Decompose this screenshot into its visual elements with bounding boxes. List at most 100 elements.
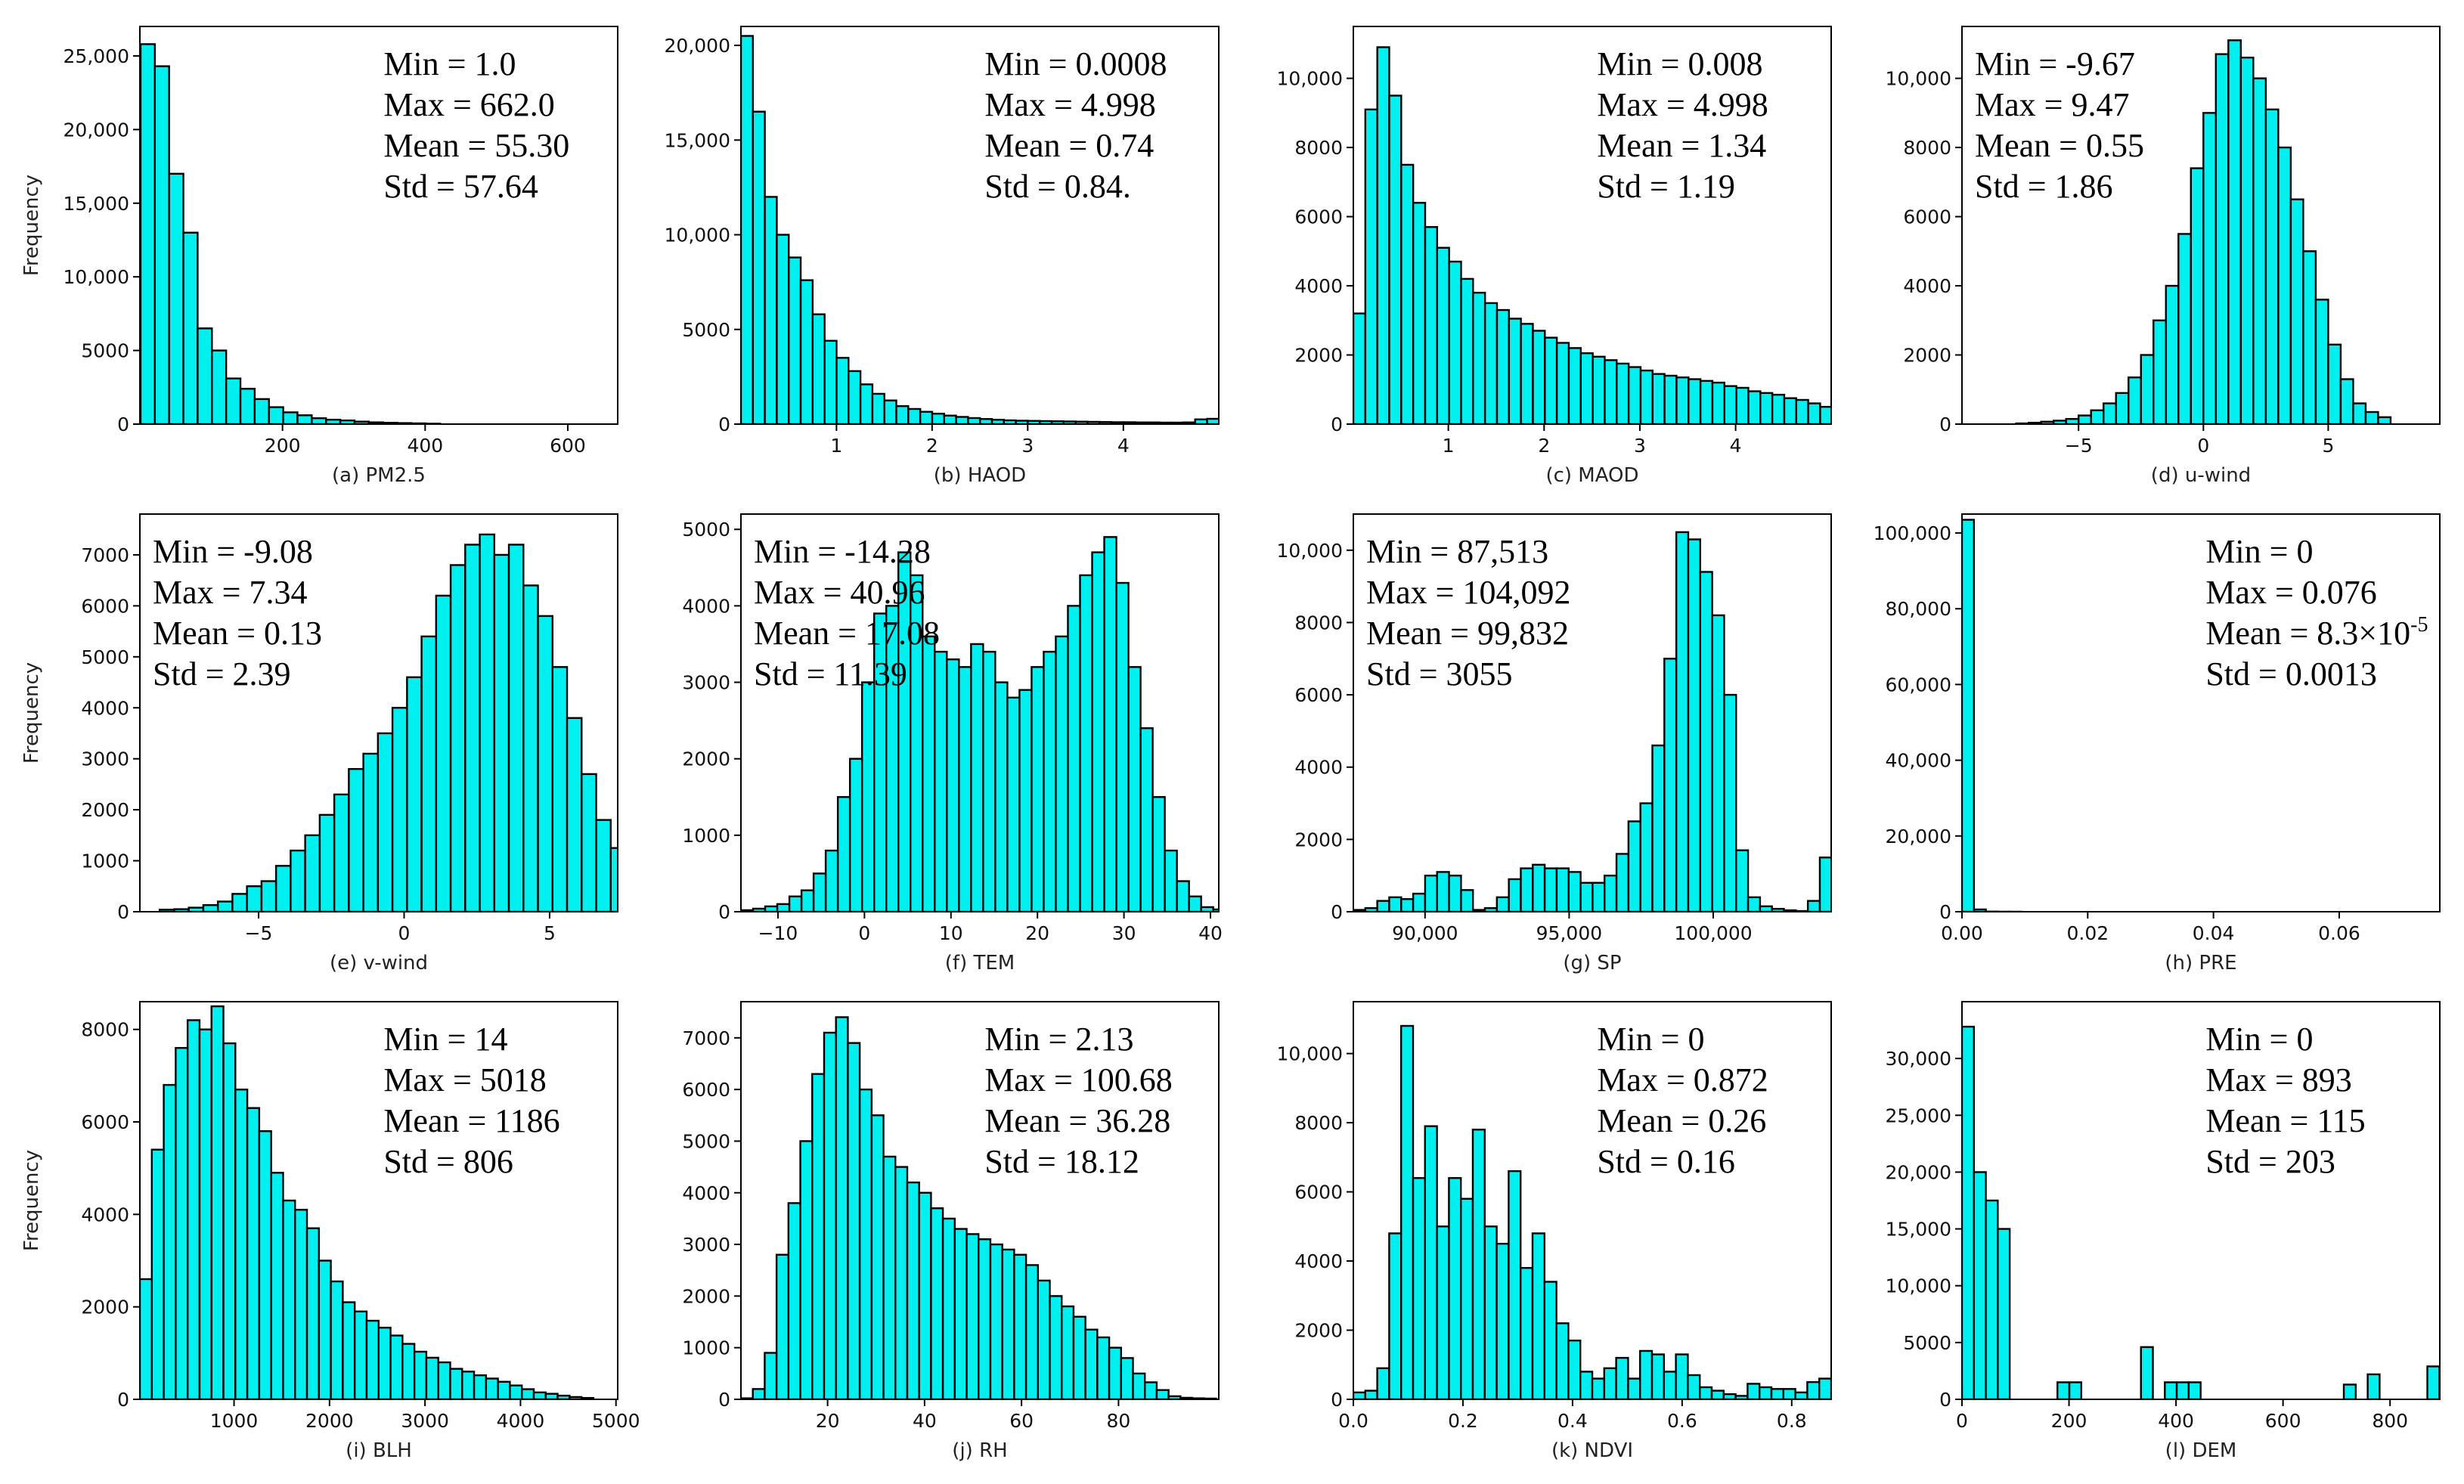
- y-tick-label: 1000: [682, 825, 730, 847]
- histogram-bar: [907, 407, 922, 424]
- stat-line: Mean = 55.30: [383, 127, 569, 164]
- stat-line: Std = 0.0013: [2205, 655, 2377, 692]
- x-tick-label: 800: [2372, 1410, 2408, 1432]
- histogram-bar: [859, 383, 874, 424]
- histogram-bar: [871, 392, 885, 424]
- histogram-bar: [186, 1019, 201, 1399]
- histogram-bar: [885, 605, 900, 912]
- histogram-bar: [2314, 299, 2329, 424]
- y-tick-label: 1000: [81, 850, 129, 872]
- histogram-bar: [401, 1343, 416, 1399]
- histogram-bar: [391, 707, 408, 912]
- stat-line: Max = 4.998: [1597, 86, 1768, 123]
- histogram-bar: [464, 544, 481, 912]
- bars-rh: [741, 1016, 1217, 1399]
- histogram-bar: [1103, 536, 1117, 912]
- histogram-bar: [836, 796, 851, 912]
- x-tick-label: 2000: [305, 1410, 354, 1432]
- histogram-bar: [1364, 1390, 1378, 1399]
- histogram-bar: [919, 411, 934, 424]
- y-axis-label: Frequency: [20, 662, 43, 764]
- histogram-bar: [811, 313, 826, 424]
- x-tick-label: 5000: [592, 1410, 640, 1432]
- chart-haod: 1 2 3 4 0 5000 10,000 15,000 20,000 (b) HAOD Min =…: [665, 26, 1220, 487]
- y-tick-label: 10,000: [1886, 68, 1951, 90]
- histogram-bar: [1151, 796, 1166, 912]
- x-tick-label: 200: [265, 435, 301, 457]
- stat-line: Mean = 17.08: [754, 615, 940, 652]
- histogram-bar: [1663, 374, 1678, 424]
- x-tick-label: 400: [2158, 1410, 2194, 1432]
- histogram-bar: [1759, 905, 1773, 912]
- histogram-bar: [1794, 1391, 1808, 1399]
- stat-line: Max = 0.872: [1597, 1061, 1768, 1098]
- histogram-bar: [895, 405, 910, 424]
- plot-frame: [1961, 26, 2441, 425]
- histogram-bar: [507, 544, 525, 912]
- histogram-bar: [1711, 614, 1725, 912]
- histogram-bar: [202, 904, 219, 912]
- histogram-bar: [413, 1350, 428, 1399]
- histogram-bar: [493, 553, 510, 912]
- y-tick-label: 6000: [1294, 1182, 1343, 1204]
- histogram-bar: [2327, 343, 2342, 424]
- histogram-bar: [1400, 898, 1415, 912]
- chart-pm25: 200 400 600 0 5000 10,000 15,000 20,000 25,000 (a…: [20, 26, 618, 487]
- chart-ndvi: 0.0 0.2 0.4 0.6 0.8 0 2000 4000 6000 8000 10,000 (k…: [1277, 1001, 1832, 1462]
- histogram-bar: [1072, 1315, 1086, 1399]
- x-tick-label: 40: [913, 1410, 937, 1432]
- x-tick-label: 5: [2322, 435, 2334, 457]
- y-tick-label: 6000: [1294, 684, 1343, 706]
- histogram-bar: [1400, 163, 1415, 424]
- y-tick-label: 20,000: [665, 35, 730, 57]
- y-tick-label: 4000: [1294, 275, 1343, 297]
- histogram-bar: [318, 813, 336, 912]
- y-tick-label: 0: [1331, 414, 1343, 435]
- histogram-bar: [1108, 1346, 1122, 1399]
- y-tick-label: 0: [117, 414, 129, 435]
- stat-line: Min = 87,513: [1366, 533, 1548, 570]
- stat-line: Mean = 0.55: [1975, 127, 2144, 164]
- histogram-bar: [2140, 1346, 2154, 1399]
- histogram-bar: [522, 584, 539, 912]
- histogram-bar: [906, 1181, 920, 1399]
- histogram-bar: [1018, 689, 1033, 912]
- histogram-bar: [1519, 1266, 1534, 1399]
- stat-line: Mean = 1.34: [1597, 127, 1766, 164]
- histogram-bar: [669, 904, 683, 912]
- chart-caption: (f) TEM: [945, 952, 1015, 974]
- plot-frame: [740, 26, 1220, 425]
- histogram-bar: [449, 564, 466, 912]
- histogram-bar: [1013, 1253, 1027, 1399]
- x-tick-label: 0: [398, 922, 411, 944]
- x-tick-label: 0.8: [1777, 1410, 1807, 1432]
- stat-line: Std = 57.64: [383, 168, 538, 205]
- histogram-bar: [1376, 1367, 1390, 1399]
- x-tick-label: 0.6: [1667, 1410, 1697, 1432]
- stat-line: Max = 4.998: [984, 86, 1155, 123]
- histogram-bar: [2153, 319, 2167, 424]
- histogram-bar: [1520, 867, 1534, 912]
- histogram-bar: [1795, 398, 1809, 424]
- histogram-bar: [1424, 874, 1438, 912]
- x-tick-label: 3000: [401, 1410, 449, 1432]
- histogram-bar: [485, 1377, 499, 1399]
- stat-line: Max = 104,092: [1366, 574, 1570, 611]
- histogram-bar: [1127, 666, 1142, 912]
- histogram-bar: [967, 417, 981, 424]
- plot-frame: [1353, 513, 1832, 912]
- histogram-bar: [860, 681, 876, 912]
- y-tick-label: 100,000: [1874, 522, 1951, 544]
- bars-tem: [741, 536, 1219, 912]
- y-tick-label: 10,000: [1277, 1043, 1343, 1065]
- stat-line: Min = 14: [383, 1021, 507, 1058]
- histogram-bar: [246, 1107, 261, 1399]
- histogram-bar: [1567, 347, 1582, 424]
- histogram-bar: [239, 388, 256, 424]
- y-tick-label: 3000: [682, 1234, 730, 1256]
- x-tick-label: 5: [544, 922, 556, 944]
- y-tick-label: 10,000: [1886, 1275, 1951, 1297]
- chart-caption: (a) PM2.5: [332, 464, 426, 487]
- x-tick-label: 4000: [497, 1410, 545, 1432]
